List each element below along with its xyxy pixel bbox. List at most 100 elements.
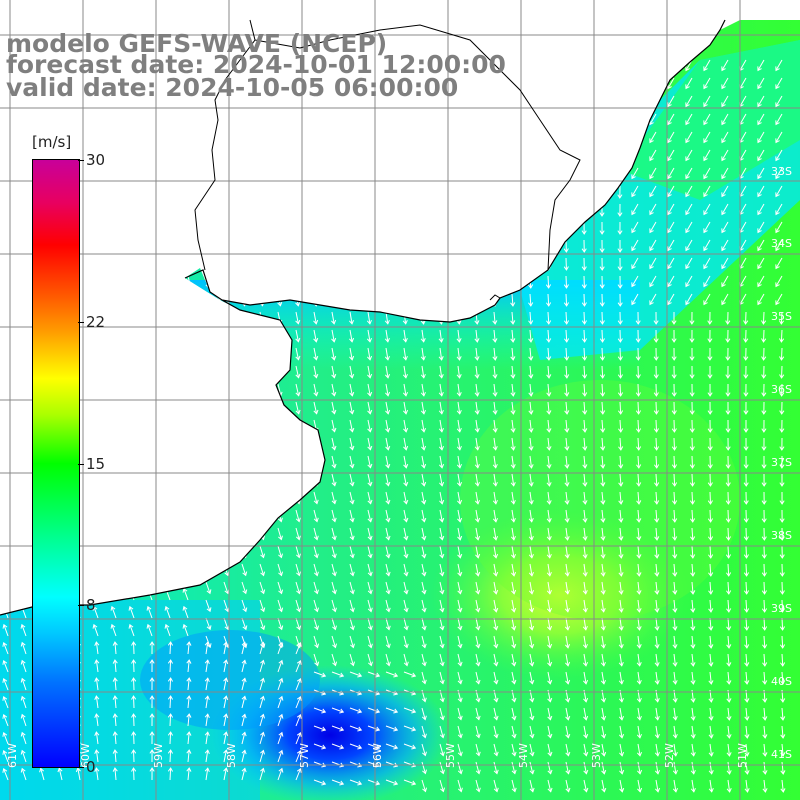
wind-arrow [619, 527, 622, 540]
wind-arrow [241, 678, 246, 691]
wind-arrow [295, 732, 301, 745]
wind-arrow-head [528, 571, 534, 577]
wind-arrow [493, 491, 497, 504]
wind-arrow [151, 257, 156, 270]
wind-arrow-head [313, 535, 319, 541]
wind-arrow [313, 563, 318, 576]
wind-arrow [739, 149, 747, 161]
wind-arrow-head [131, 731, 137, 736]
wind-arrow-head [600, 679, 606, 685]
wind-arrow-head [564, 374, 570, 379]
wind-arrow [151, 221, 156, 234]
wind-arrow-head [385, 463, 391, 469]
wind-arrow-head [223, 319, 229, 325]
wind-arrow [151, 239, 156, 252]
wind-arrow-head [649, 174, 654, 180]
wind-arrow [241, 491, 246, 504]
wind-arrow [132, 749, 135, 763]
wind-arrow-head [375, 780, 381, 786]
wind-arrow [457, 509, 461, 522]
wind-arrow [637, 653, 641, 666]
wind-arrow-head [385, 517, 391, 523]
wind-arrow [511, 329, 514, 342]
wind-arrow [709, 545, 712, 559]
wind-arrow-head [493, 571, 499, 577]
wind-arrow-head [617, 248, 623, 253]
wind-arrow-head [421, 571, 427, 577]
wind-arrow [349, 239, 353, 252]
wind-arrow-head [762, 752, 768, 757]
wind-arrow [349, 455, 354, 468]
wind-arrow [151, 275, 156, 288]
wind-arrow [295, 113, 299, 126]
wind-arrow-head [313, 283, 319, 289]
wind-arrow-head [493, 589, 499, 595]
wind-arrow-head [456, 176, 462, 181]
wind-arrow-head [204, 731, 210, 736]
wind-arrow-head [527, 248, 534, 253]
wind-arrow [277, 437, 282, 450]
wind-arrow-head [242, 517, 248, 523]
wind-arrow [223, 347, 228, 360]
wind-arrow [21, 678, 27, 691]
wind-arrow [40, 768, 45, 781]
wind-arrow-head [110, 587, 116, 593]
wind-arrow [277, 599, 283, 612]
wind-arrow [183, 606, 189, 619]
wind-arrow-head [631, 120, 636, 126]
wind-arrow-head [582, 500, 588, 505]
wind-arrow-head [321, 708, 327, 714]
wind-arrow-head [438, 445, 445, 451]
wind-arrow-head [636, 536, 642, 541]
wind-arrow [529, 419, 532, 432]
wind-arrow-head [366, 284, 372, 289]
wind-arrow-head [205, 193, 211, 199]
wind-arrow-head [600, 554, 606, 559]
wind-arrow-head [707, 428, 713, 433]
wind-arrow-head [25, 121, 31, 127]
wind-arrow-head [510, 500, 516, 505]
latitude-label: 41S [771, 748, 792, 761]
wind-arrow-head [97, 211, 103, 217]
wind-arrow-head [779, 482, 785, 487]
wind-arrow [763, 599, 766, 613]
wind-arrow-head [529, 625, 535, 631]
wind-arrow [457, 707, 462, 720]
wind-arrow [511, 257, 514, 271]
wind-arrow-head [685, 192, 690, 198]
wind-arrow-head [278, 659, 284, 665]
wind-arrow-head [348, 266, 354, 271]
wind-arrow-head [527, 158, 533, 163]
wind-arrow-head [761, 608, 768, 613]
wind-arrow-head [112, 659, 118, 664]
wind-arrow-head [565, 715, 571, 721]
wind-arrow-head [421, 463, 427, 469]
wind-arrow-head [420, 230, 426, 235]
wind-arrow-head [26, 337, 32, 343]
wind-arrow-head [600, 644, 606, 649]
wind-arrow-head [134, 337, 139, 343]
wind-arrow-head [206, 553, 212, 559]
wind-arrow-head [581, 140, 587, 145]
wind-arrow-head [276, 104, 282, 109]
wind-arrow [547, 599, 551, 612]
wind-arrow [439, 347, 443, 360]
wind-arrow-head [599, 122, 605, 127]
wind-arrow [493, 473, 497, 486]
wind-arrow-head [492, 374, 498, 379]
wind-arrow [151, 527, 157, 540]
wind-arrow-head [475, 661, 481, 667]
wind-arrow [169, 383, 174, 396]
wind-arrow-head [205, 301, 211, 307]
wind-arrow-head [26, 175, 31, 181]
wind-arrow-head [565, 733, 571, 739]
wind-arrow-head [708, 698, 714, 703]
wind-arrow-head [20, 623, 26, 629]
wind-arrow [331, 203, 335, 216]
wind-arrow-head [403, 427, 409, 433]
colorbar-tick-label: 8 [86, 596, 96, 615]
wind-arrow-head [403, 553, 409, 559]
wind-arrow-head [631, 174, 636, 180]
wind-arrow-head [617, 356, 623, 361]
